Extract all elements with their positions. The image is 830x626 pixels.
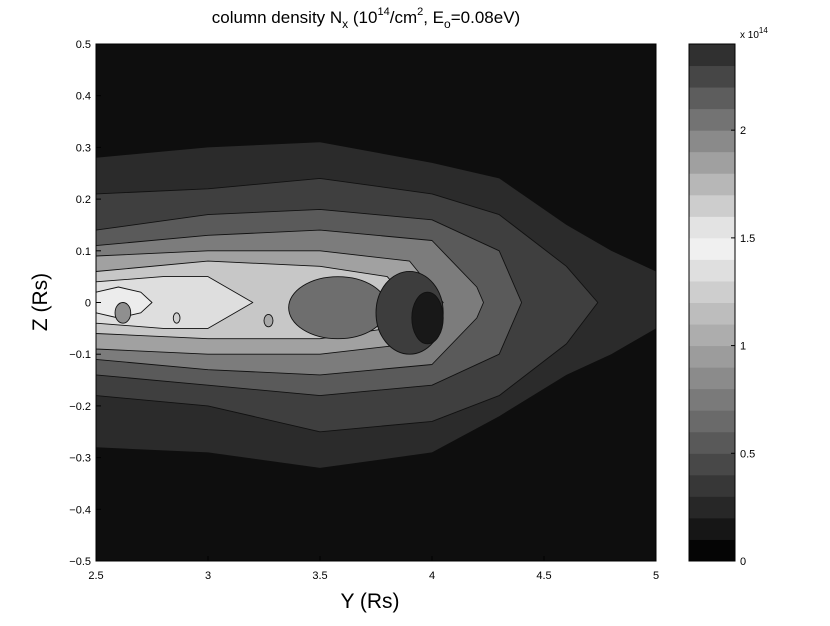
x-axis-label: Y (Rs) [340,590,399,613]
colorbar-tick-label: 0.5 [740,448,755,460]
colorbar-frame [688,43,736,562]
colorbar-swatch [689,517,735,540]
plot-area [95,43,657,562]
y-tick-label: 0.1 [76,246,91,258]
colorbar-swatch [689,108,735,131]
y-tick-label: 0.5 [76,39,91,51]
colorbar-swatch [689,259,735,282]
contour-island-4 [172,312,181,324]
x-tick-label: 4.5 [536,570,551,582]
colorbar-swatch [689,474,735,497]
contour-island-2 [411,291,444,345]
colorbar-swatch [689,345,735,368]
y-tick-label: 0.2 [76,194,91,206]
x-axis: 2.5 3 3.5 4 4.5 5 [88,556,659,582]
colorbar-tick-label: 1 [740,341,746,353]
colorbar-tick-label: 1.5 [740,233,755,245]
colorbar-swatch [689,151,735,174]
colorbar-swatch [689,44,735,67]
colorbar-swatch [689,280,735,303]
y-tick-label: −0.4 [69,504,91,516]
colorbar-swatch [689,367,735,390]
colorbar-swatch [689,453,735,476]
y-tick-label: −0.1 [69,349,91,361]
y-tick-label: −0.2 [69,401,91,413]
contour-region-6 [95,276,254,329]
x-tick-label: 3 [205,570,211,582]
colorbar-swatch [689,431,735,454]
y-tick-label: 0 [85,298,91,310]
colorbar-swatch [689,410,735,433]
x-tick-label: 4 [429,570,435,582]
colorbar: 0 0.5 1 1.5 2 [688,43,755,568]
y-axis: 0.5 0.4 0.3 0.2 0.1 0 −0.1 −0.2 −0.3 −0.4 −0.5 [69,39,101,568]
y-axis-label: Z (Rs) [29,273,52,331]
colorbar-swatch [689,173,735,196]
y-tick-label: −0.3 [69,453,91,465]
colorbar-swatch [689,496,735,519]
colorbar-swatch [689,194,735,217]
x-tick-label: 3.5 [312,570,327,582]
y-tick-label: 0.4 [76,91,91,103]
colorbar-swatch [689,87,735,110]
colorbar-swatch [689,216,735,239]
colorbar-swatch [689,237,735,260]
chart-title: column density Nx (1014/cm2, Eo=0.08eV) [212,6,520,31]
colorbar-multiplier: x 1014 [740,26,768,41]
contour-island-3 [114,302,132,324]
colorbar-swatch [689,388,735,411]
colorbar-swatch [689,130,735,153]
x-tick-label: 5 [653,570,659,582]
contour-island-5 [263,313,274,328]
colorbar-swatch [689,324,735,347]
colorbar-swatch [689,65,735,88]
colorbar-swatch [689,302,735,325]
colorbar-tick-label: 0 [740,556,746,568]
colorbar-tick-label: 2 [740,125,746,137]
x-tick-label: 2.5 [88,570,103,582]
y-tick-label: 0.3 [76,142,91,154]
y-tick-label: −0.5 [69,556,91,568]
contour-island-0 [288,276,388,340]
colorbar-swatch [689,539,735,562]
